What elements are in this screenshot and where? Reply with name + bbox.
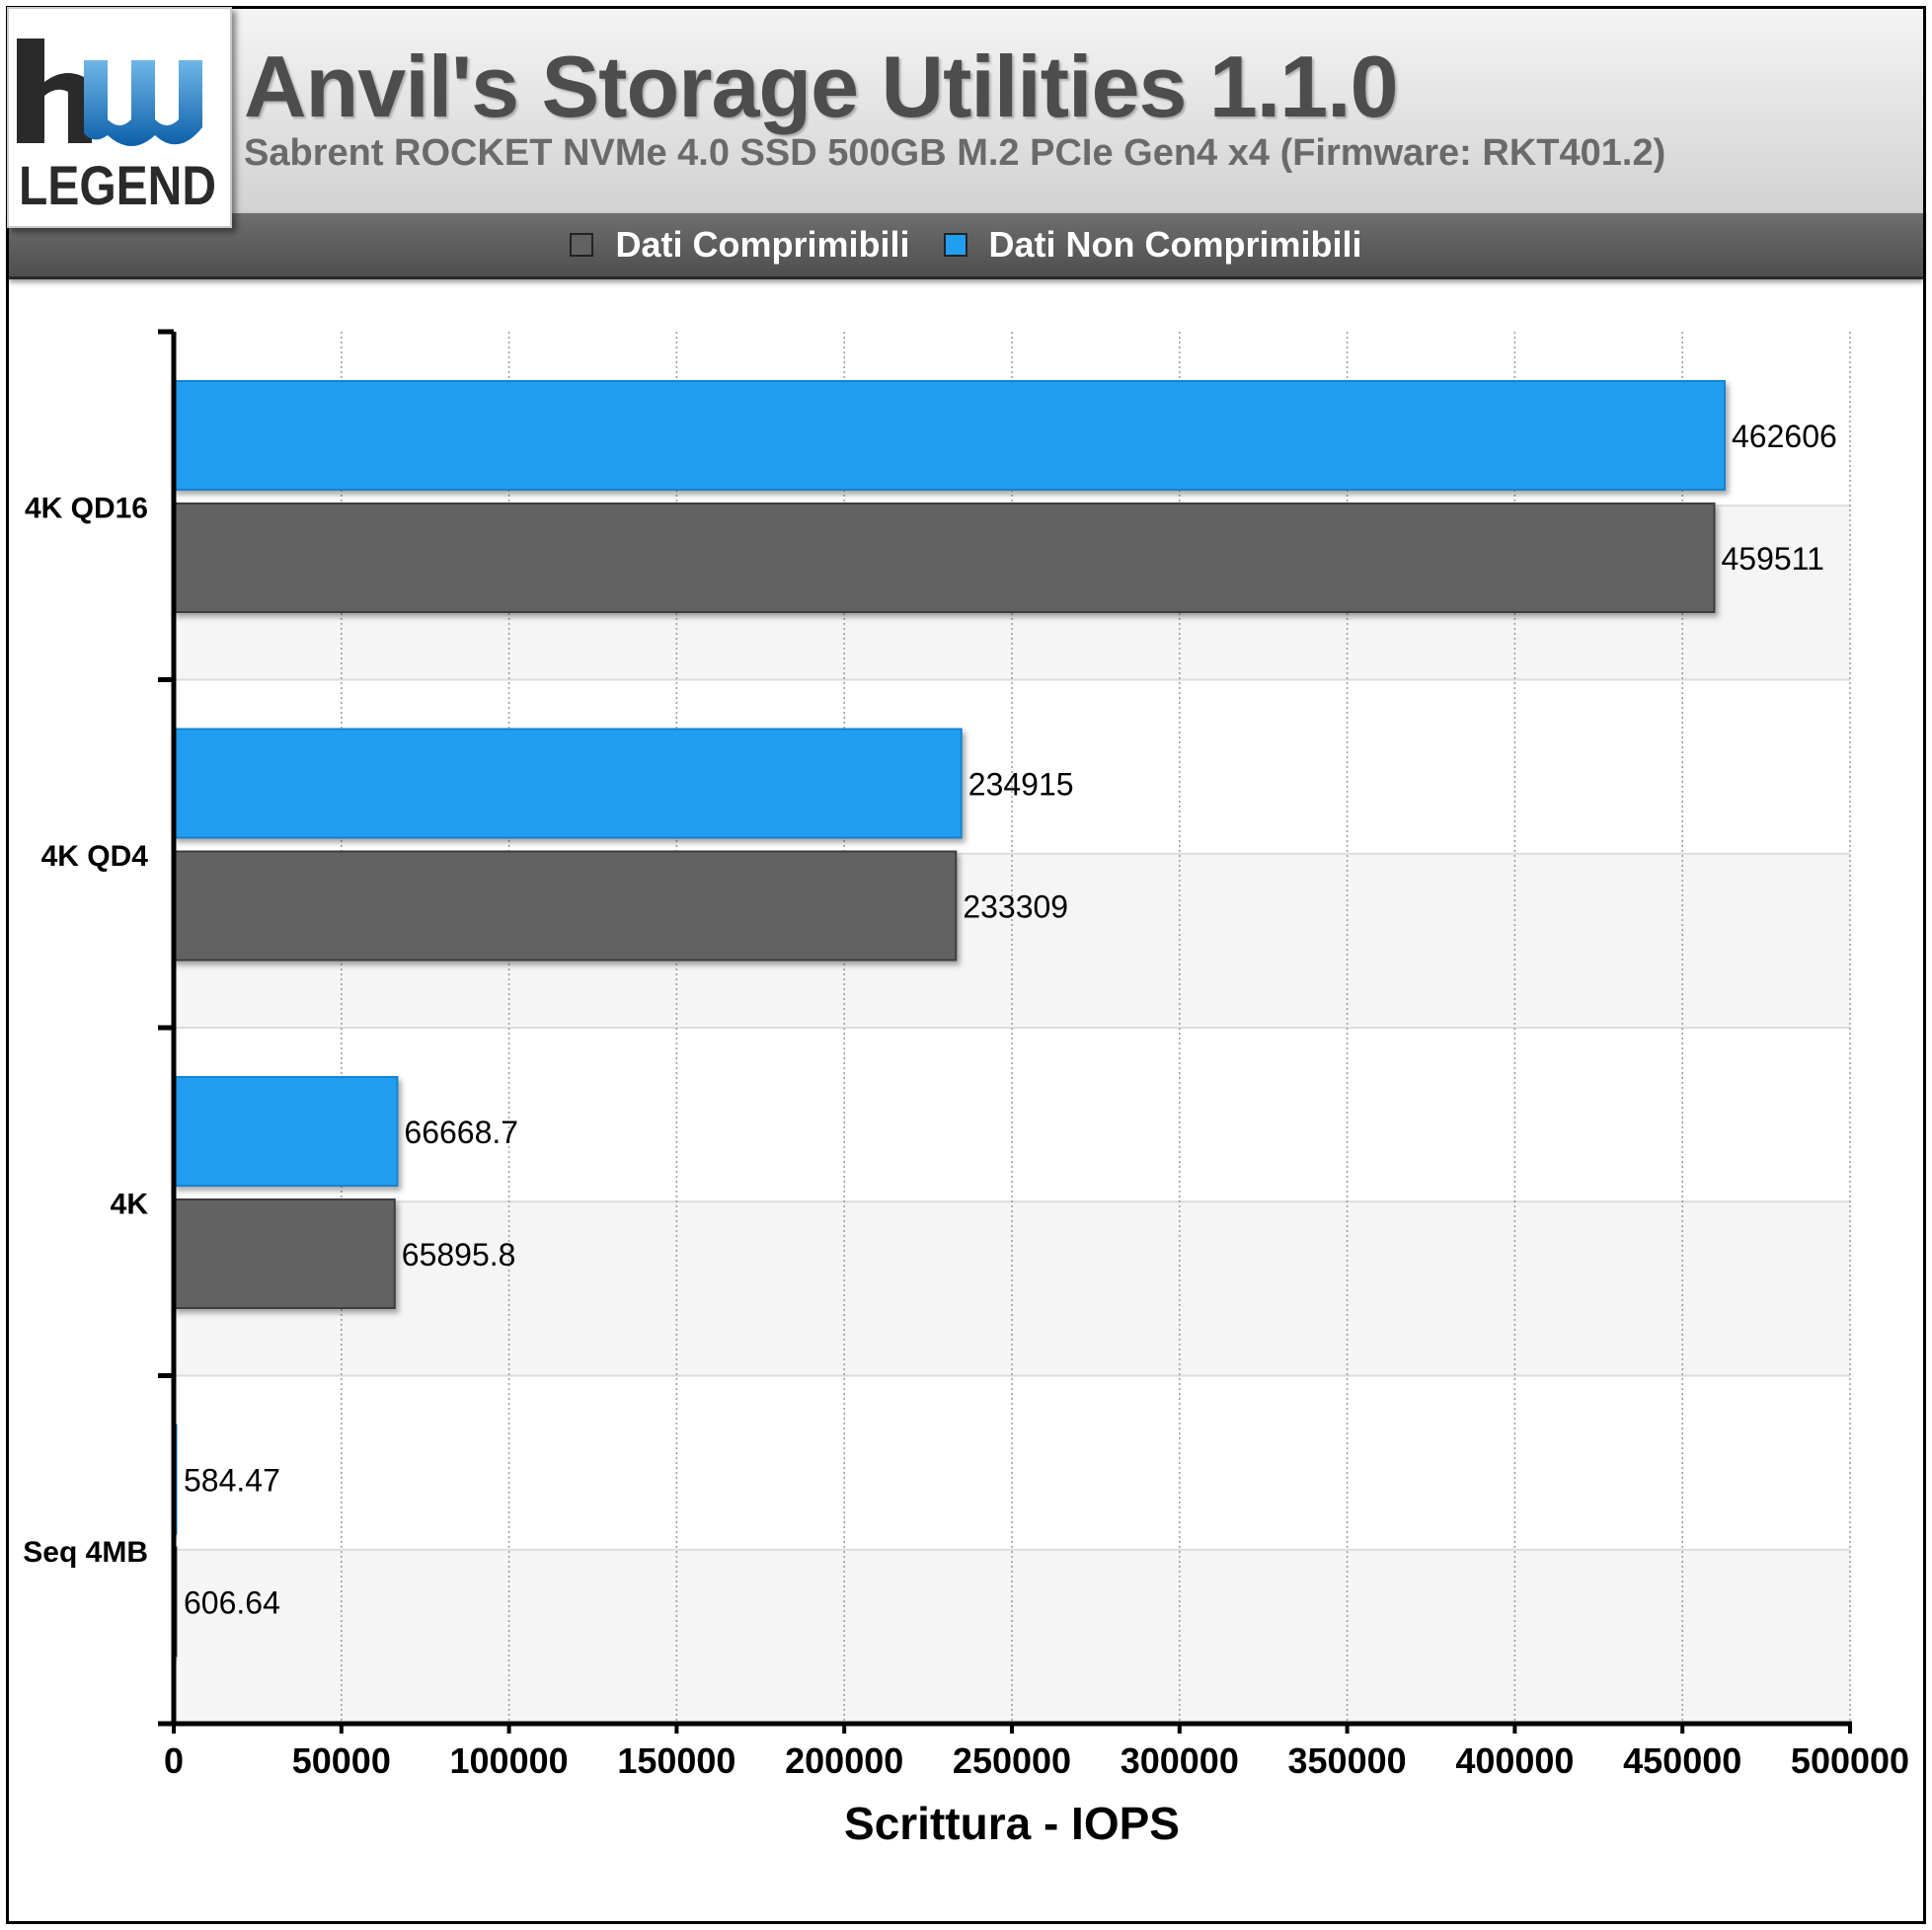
y-category-label: 4K: [111, 1188, 149, 1220]
bar-incompressible: [173, 380, 1727, 491]
chart-header: Anvil's Storage Utilities 1.1.0 Sabrent …: [9, 9, 1923, 215]
chart-subtitle: Sabrent ROCKET NVMe 4.0 SSD 500GB M.2 PC…: [244, 132, 1666, 174]
legend-item-incompressible: Dati Non Comprimibili: [943, 224, 1362, 266]
bar-incompressible: [173, 1076, 399, 1187]
bar-compressible: [173, 850, 958, 962]
chart-title: Anvil's Storage Utilities 1.1.0: [244, 38, 1399, 135]
hwlegend-logo: LEGEND: [7, 7, 232, 228]
x-tick-label: 50000: [292, 1740, 391, 1781]
x-tick-label: 0: [164, 1740, 184, 1781]
legend-bar: Dati Comprimibili Dati Non Comprimibili: [9, 213, 1923, 279]
x-tick-label: 500000: [1791, 1740, 1909, 1781]
x-axis-title: Scrittura - IOPS: [844, 1798, 1180, 1849]
y-category-label: 4K QD16: [25, 492, 148, 524]
bar-value-label: 606.64: [184, 1585, 280, 1621]
legend-label-compressible: Dati Comprimibili: [615, 224, 910, 265]
bar-value-label: 233309: [963, 889, 1068, 925]
bar-value-label: 65895.8: [402, 1237, 516, 1273]
svg-text:LEGEND: LEGEND: [19, 154, 216, 216]
x-tick-label: 450000: [1623, 1740, 1741, 1781]
x-tick-label: 400000: [1455, 1740, 1574, 1781]
bar-value-label: 66668.7: [404, 1115, 518, 1150]
x-tick-label: 200000: [785, 1740, 903, 1781]
x-tick-label: 250000: [953, 1740, 1071, 1781]
legend-item-compressible: Dati Comprimibili: [570, 224, 910, 266]
bar-compressible: [173, 502, 1716, 613]
bar-value-label: 234915: [968, 767, 1074, 803]
legend-swatch-incompressible: [943, 233, 967, 257]
bar-incompressible: [173, 728, 963, 839]
x-tick-label: 150000: [617, 1740, 735, 1781]
x-tick-label: 100000: [450, 1740, 569, 1781]
bar-value-label: 584.47: [184, 1463, 280, 1499]
y-category-label: Seq 4MB: [23, 1536, 148, 1569]
legend-label-incompressible: Dati Non Comprimibili: [988, 224, 1362, 265]
y-category-label: 4K QD4: [41, 840, 149, 873]
legend-swatch-compressible: [570, 233, 594, 257]
bar-compressible: [173, 1198, 396, 1309]
x-tick-label: 300000: [1121, 1740, 1239, 1781]
bar-value-label: 462606: [1732, 419, 1837, 454]
bar-value-label: 459511: [1721, 541, 1823, 577]
x-tick-label: 350000: [1288, 1740, 1407, 1781]
